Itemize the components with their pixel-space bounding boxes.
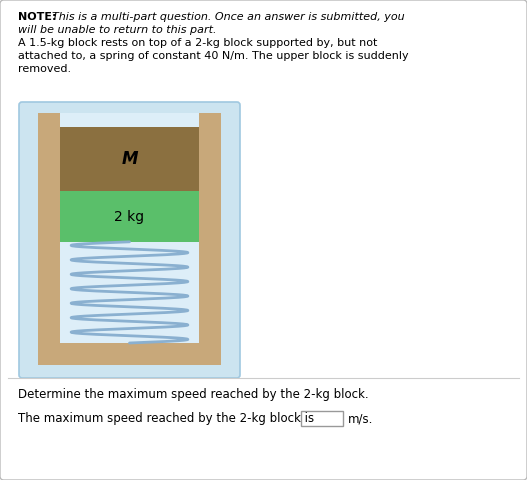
Bar [301,411,343,426]
Text: Determine the maximum speed reached by the 2-kg block.: Determine the maximum speed reached by t… [18,388,368,401]
Bar [60,127,199,191]
Text: A 1.5-kg block rests on top of a 2-kg block supported by, but not: A 1.5-kg block rests on top of a 2-kg bl… [18,38,377,48]
Text: This is a multi-part question. Once an answer is submitted, you: This is a multi-part question. Once an a… [52,12,405,22]
Text: NOTE:: NOTE: [18,12,61,22]
Text: attached to, a spring of constant 40 N/m. The upper block is suddenly: attached to, a spring of constant 40 N/m… [18,51,408,61]
Bar [60,191,199,242]
FancyBboxPatch shape [19,102,240,378]
Bar [38,113,60,365]
Text: The maximum speed reached by the 2-kg block is: The maximum speed reached by the 2-kg bl… [18,412,314,425]
Bar [199,113,221,365]
Text: M: M [121,150,138,168]
Text: 2 kg: 2 kg [114,209,144,224]
Bar [60,113,199,343]
Text: m/s.: m/s. [348,412,373,425]
Text: will be unable to return to this part.: will be unable to return to this part. [18,25,217,35]
Text: removed.: removed. [18,64,71,74]
Bar [38,343,221,365]
